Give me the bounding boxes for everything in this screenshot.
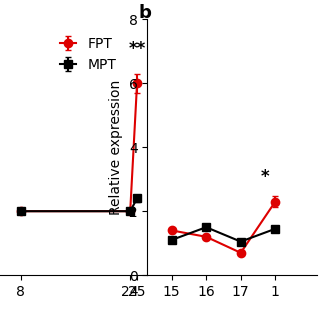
- Y-axis label: Relative expression: Relative expression: [109, 80, 123, 215]
- Text: **: **: [128, 40, 146, 58]
- Text: b: b: [139, 4, 152, 22]
- Legend: FPT, MPT: FPT, MPT: [54, 31, 122, 77]
- Text: *: *: [260, 168, 269, 186]
